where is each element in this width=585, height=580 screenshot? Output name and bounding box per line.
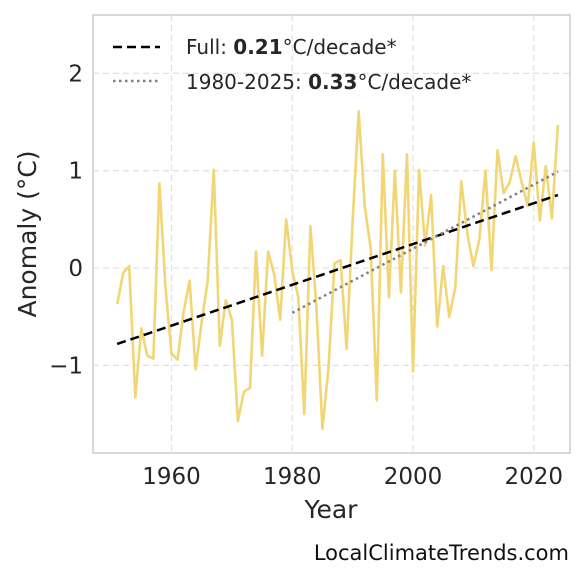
y-axis-ticks: −1 0 1 2	[49, 61, 83, 379]
legend-prefix-1980: 1980-2025:	[186, 70, 308, 94]
trendlines-group	[116, 170, 559, 346]
legend-value-1980: 0.33	[308, 70, 357, 94]
y-tick-label-0: 0	[68, 256, 83, 282]
legend-suffix-full: °C/decade*	[283, 35, 397, 59]
x-tick-label-2000: 2000	[384, 464, 443, 490]
series-line-0	[115, 110, 560, 431]
x-tick-label-1980: 1980	[263, 464, 322, 490]
trendline-1	[291, 170, 559, 314]
legend-label-1980: 1980-2025: 0.33°C/decade*	[186, 70, 471, 94]
credit-text: LocalClimateTrends.com	[314, 541, 569, 565]
trendline-0	[116, 193, 559, 346]
x-axis-title: Year	[304, 495, 359, 524]
y-tick-label-1: 1	[68, 159, 83, 185]
x-axis-ticks: 1960 1980 2000 2020	[142, 464, 563, 490]
legend-suffix-1980: °C/decade*	[357, 70, 471, 94]
legend-prefix-full: Full:	[186, 35, 233, 59]
x-tick-label-2020: 2020	[504, 464, 563, 490]
legend-value-full: 0.21	[233, 35, 282, 59]
grid	[93, 15, 570, 453]
legend: Full: 0.21°C/decade* 1980-2025: 0.33°C/d…	[113, 35, 471, 94]
x-tick-label-1960: 1960	[142, 464, 201, 490]
y-axis-title: Anomaly (°C)	[13, 150, 42, 317]
series-group	[115, 110, 560, 431]
legend-label-full: Full: 0.21°C/decade*	[186, 35, 397, 59]
y-tick-label-2: 2	[68, 61, 83, 87]
y-tick-label--1: −1	[49, 353, 83, 379]
